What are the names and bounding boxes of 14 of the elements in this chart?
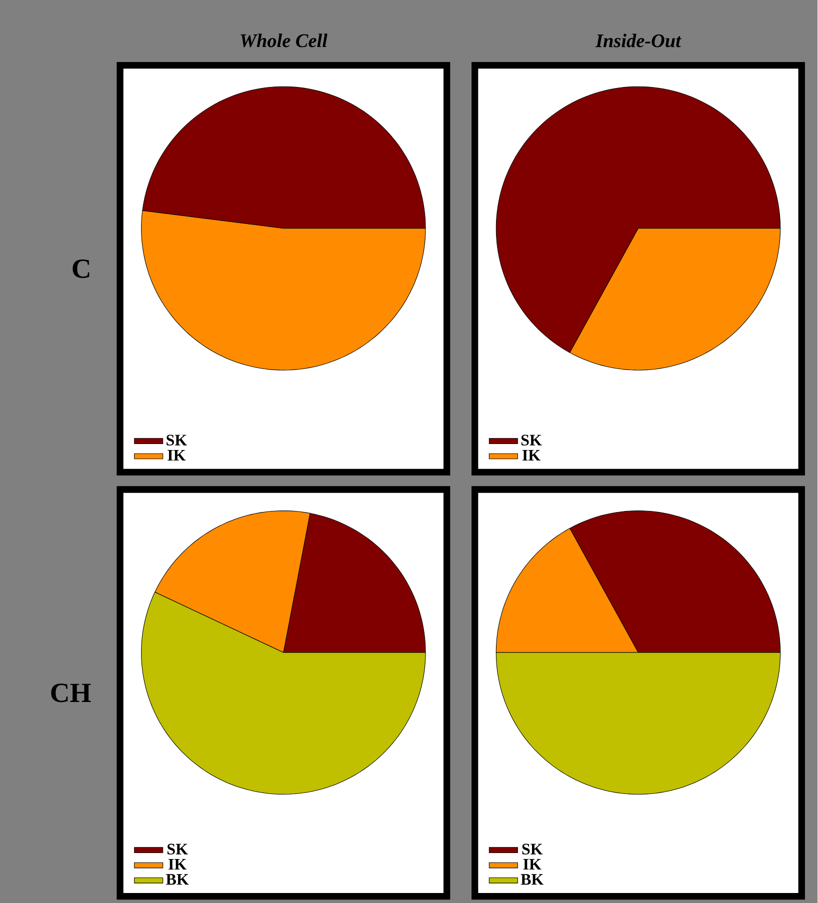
chart-title: Inside-Out <box>596 34 682 48</box>
legend-label: SK <box>522 434 542 446</box>
legend-label: SK <box>522 844 543 855</box>
text: C <box>72 259 90 278</box>
text: CH <box>51 684 92 702</box>
legend-label: SK <box>168 844 188 855</box>
chart-title: Whole Cell <box>240 34 328 48</box>
legend-label: IK <box>524 859 542 870</box>
legend-label: BK <box>521 874 544 885</box>
legend-label: IK <box>522 450 541 460</box>
legend-label: SK <box>166 434 188 446</box>
legend-label: BK <box>166 874 189 885</box>
legend-label: IK <box>168 859 187 870</box>
legend-label: IK <box>168 450 186 460</box>
